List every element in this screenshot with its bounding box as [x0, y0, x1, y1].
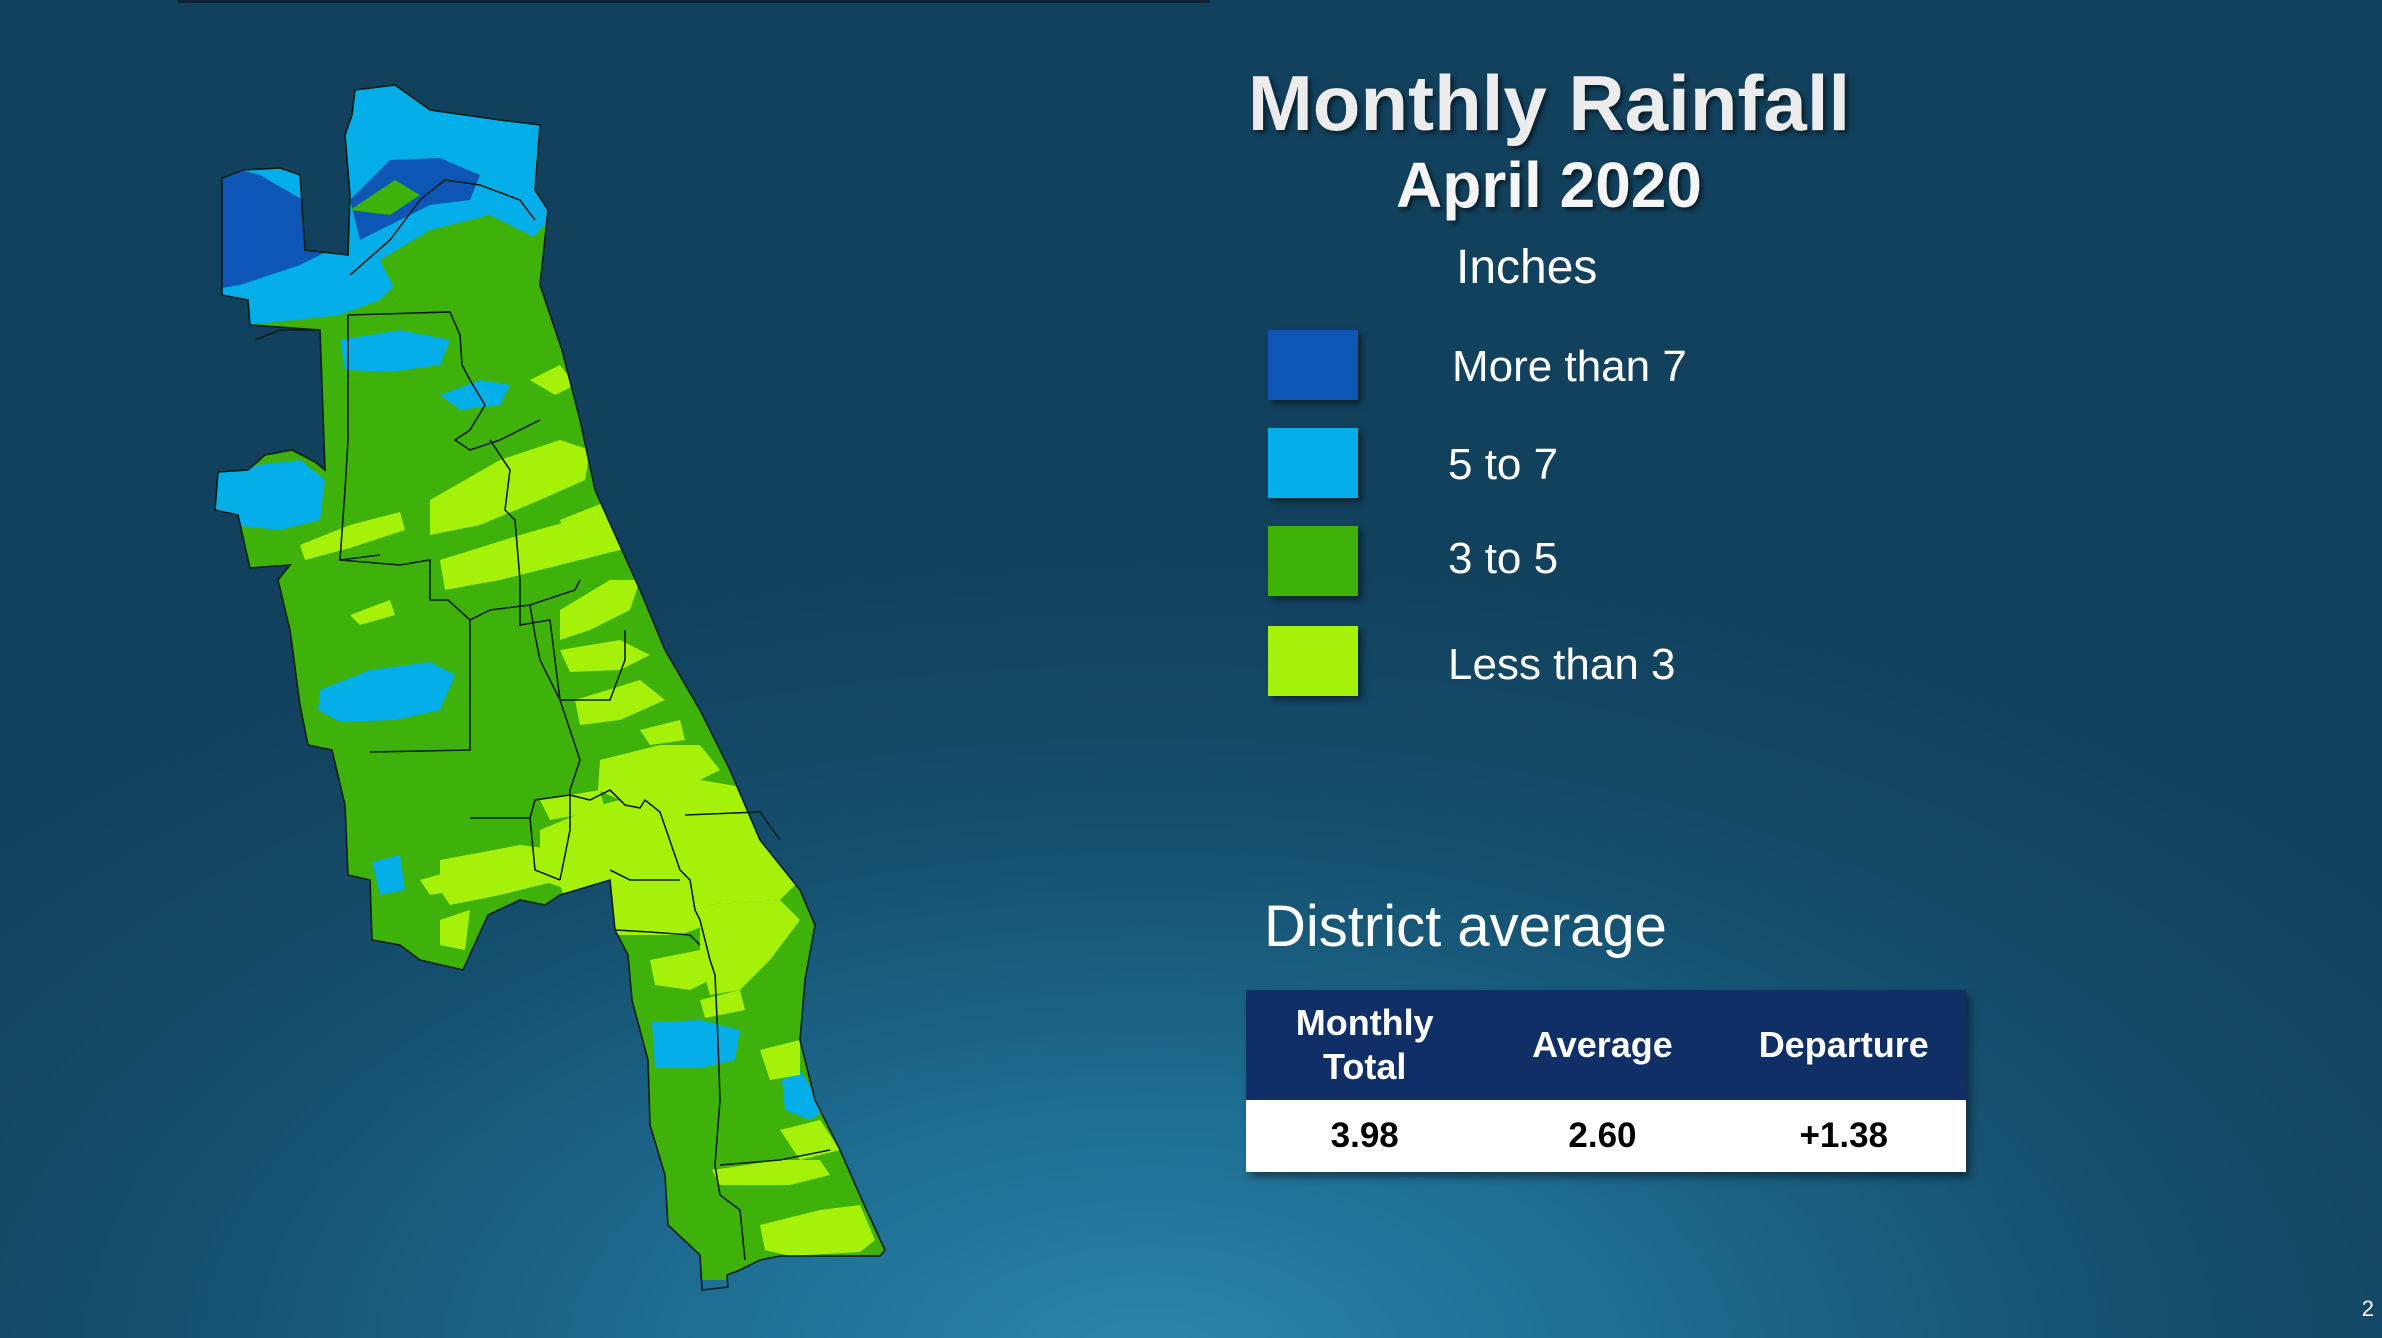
district-average-heading: District average [1264, 894, 1667, 959]
legend-item-more-than-7: More than 7 [1268, 330, 1788, 402]
legend-label: Less than 3 [1448, 640, 1676, 689]
legend-swatch-dark-blue [1268, 330, 1358, 400]
rainfall-map [214, 84, 886, 1291]
table-header-departure: Departure [1721, 990, 1966, 1100]
top-rule [178, 0, 1210, 3]
table-header-row: Monthly Total Average Departure [1246, 990, 1966, 1100]
legend-swatch-lime [1268, 626, 1358, 696]
table-cell-departure: +1.38 [1721, 1100, 1966, 1172]
slide-subtitle: April 2020 [1396, 149, 1702, 221]
table-header-monthly-total: Monthly Total [1246, 990, 1484, 1100]
legend-label: More than 7 [1452, 342, 1687, 391]
table-cell-monthly-total: 3.98 [1246, 1100, 1484, 1172]
legend-swatch-light-blue [1268, 428, 1358, 498]
legend-item-less-than-3: Less than 3 [1268, 626, 1788, 698]
table-header-average: Average [1483, 990, 1722, 1100]
page-number: 2 [2361, 1296, 2374, 1321]
legend-swatch-green [1268, 526, 1358, 596]
table-cell-average: 2.60 [1483, 1100, 1722, 1172]
legend-item-5-to-7: 5 to 7 [1268, 428, 1788, 500]
table-row: 3.98 2.60 +1.38 [1246, 1100, 1966, 1172]
legend-label: 5 to 7 [1448, 440, 1559, 489]
legend-units: Inches [1456, 241, 1598, 294]
district-average-table: Monthly Total Average Departure 3.98 2.60… [1246, 990, 1966, 1172]
county-boundaries [214, 84, 886, 1291]
legend-item-3-to-5: 3 to 5 [1268, 526, 1788, 598]
slide-title: Monthly Rainfall [1247, 59, 1851, 147]
legend-label: 3 to 5 [1448, 534, 1559, 583]
